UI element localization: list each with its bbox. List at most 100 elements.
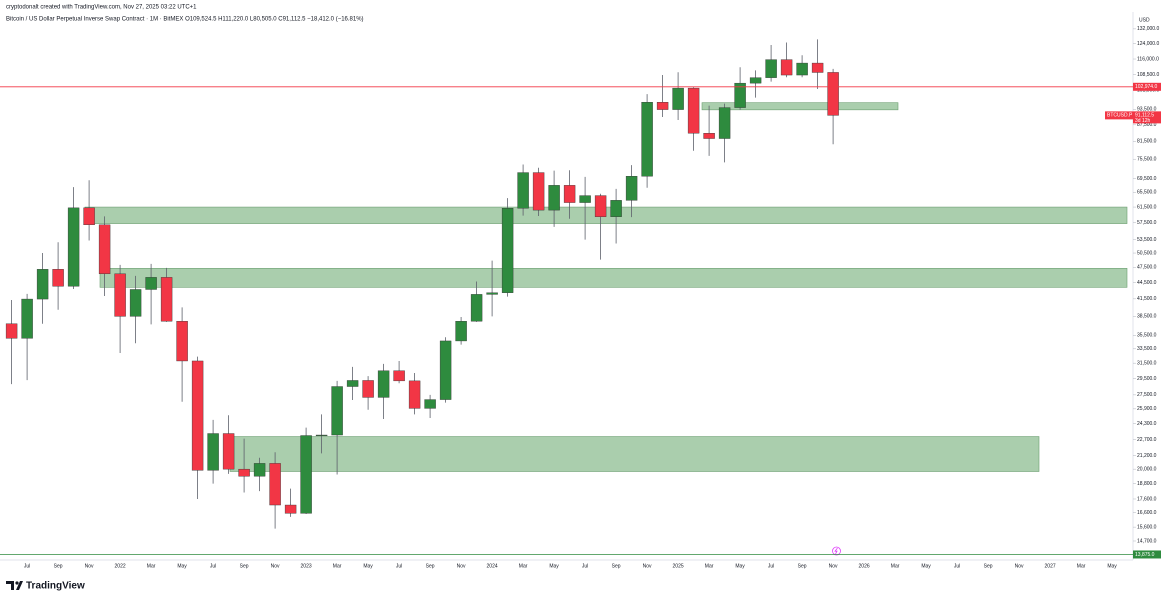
candle-body: [98, 224, 111, 275]
candle-body: [455, 321, 467, 342]
x-tick-label: May: [735, 563, 745, 569]
x-tick-label: Mar: [333, 563, 342, 569]
candle-body: [5, 323, 18, 339]
candle-body: [331, 386, 343, 436]
candle-body: [238, 468, 250, 477]
x-tick-label: Mar: [147, 563, 156, 569]
candle-body: [594, 195, 607, 217]
candle-body: [67, 207, 80, 287]
y-tick-label: 53,500.0: [1137, 237, 1157, 243]
candle-body: [377, 370, 390, 398]
candle-body: [625, 176, 638, 201]
y-tick-label: 38,500.0: [1137, 314, 1157, 320]
event-marker: [832, 546, 841, 556]
x-tick-label: Nov: [829, 563, 838, 569]
y-tick-label: 22,700.0: [1137, 437, 1157, 443]
candle-body: [222, 433, 235, 470]
y-tick-label: 50,500.0: [1137, 250, 1157, 256]
candle-body: [145, 277, 157, 290]
x-tick-label: 2025: [673, 563, 684, 569]
candle-body: [176, 321, 188, 362]
support-label-bg: [1133, 550, 1161, 559]
candle-body: [393, 370, 405, 382]
x-tick-label: May: [549, 563, 559, 569]
y-tick-label: 35,500.0: [1137, 333, 1157, 339]
candle-body: [207, 433, 219, 471]
x-tick-label: May: [177, 563, 187, 569]
candle-body: [284, 504, 297, 514]
x-tick-label: 2022: [115, 563, 126, 569]
candle-body: [253, 463, 266, 477]
x-tick-label: 2023: [301, 563, 312, 569]
x-tick-label: 2026: [859, 563, 870, 569]
candle-body: [687, 87, 700, 134]
candle-body: [439, 340, 452, 400]
candle-body: [129, 289, 142, 317]
x-tick-label: Nov: [85, 563, 94, 569]
candle-body: [703, 133, 715, 139]
candle-body: [52, 269, 64, 287]
brand: TradingView: [26, 581, 85, 592]
x-tick-label: Sep: [54, 563, 63, 569]
zone: [701, 102, 899, 111]
candle-body: [36, 269, 49, 300]
x-tick-label: 2027: [1045, 563, 1056, 569]
candle-body: [269, 463, 281, 506]
candle-body: [408, 380, 421, 409]
y-tick-label: 20,000.0: [1137, 466, 1157, 472]
x-tick-label: Nov: [1015, 563, 1024, 569]
symbol-label: BTCUSD.P: [1107, 113, 1133, 119]
y-tick-label: 15,600.0: [1137, 524, 1157, 530]
y-tick-label: 61,500.0: [1137, 204, 1157, 210]
y-tick-label: 24,300.0: [1137, 421, 1157, 427]
y-tick-label: 87,500.0: [1137, 122, 1157, 128]
candle-body: [734, 82, 746, 108]
candle-body: [21, 298, 33, 339]
candle-body: [765, 59, 777, 78]
y-tick-label: 44,500.0: [1137, 280, 1157, 286]
candle-body: [470, 294, 483, 322]
y-tick-label: 33,500.0: [1137, 346, 1157, 352]
candle-body: [780, 59, 793, 76]
x-tick-label: Nov: [643, 563, 652, 569]
x-tick-label: Mar: [1077, 563, 1086, 569]
candle-body: [517, 172, 529, 209]
candle-body: [579, 195, 591, 203]
candle-body: [610, 200, 622, 217]
x-tick-label: Mar: [705, 563, 714, 569]
candle-body: [160, 277, 173, 322]
candle-body: [346, 380, 359, 387]
x-tick-label: 2024: [487, 563, 498, 569]
y-tick-label: 124,000.0: [1137, 41, 1159, 47]
last-price-label: 91,112.5: [1135, 113, 1154, 119]
x-tick-label: Nov: [457, 563, 466, 569]
x-tick-label: Nov: [271, 563, 280, 569]
x-tick-label: Jul: [210, 563, 216, 569]
x-tick-label: Jul: [24, 563, 30, 569]
zone: [229, 436, 1040, 472]
countdown: 3d 12h: [1135, 118, 1151, 124]
y-tick-label: 132,000.0: [1137, 26, 1159, 32]
candle-body: [563, 185, 576, 203]
y-tick-label: 57,500.0: [1137, 220, 1157, 226]
y-tick-label: 65,500.0: [1137, 190, 1157, 196]
y-tick-label: 21,200.0: [1137, 453, 1157, 459]
y-tick-label: 17,600.0: [1137, 496, 1157, 502]
y-tick-label: 81,500.0: [1137, 139, 1157, 145]
x-tick-label: Jul: [768, 563, 774, 569]
y-tick-label: 75,500.0: [1137, 157, 1157, 163]
currency: USD: [1139, 17, 1150, 23]
x-tick-label: May: [1107, 563, 1117, 569]
x-tick-label: Mar: [891, 563, 900, 569]
tv-logo: [6, 581, 23, 590]
x-tick-label: May: [921, 563, 931, 569]
x-tick-label: Mar: [519, 563, 528, 569]
x-tick-label: Jul: [954, 563, 960, 569]
y-tick-label: 47,500.0: [1137, 265, 1157, 271]
price-line-label-bg: [1133, 82, 1161, 91]
candle-body: [83, 207, 95, 226]
last-price-bg: [1133, 111, 1161, 124]
candle-body: [718, 107, 731, 139]
y-tick-label: 31,500.0: [1137, 361, 1157, 367]
